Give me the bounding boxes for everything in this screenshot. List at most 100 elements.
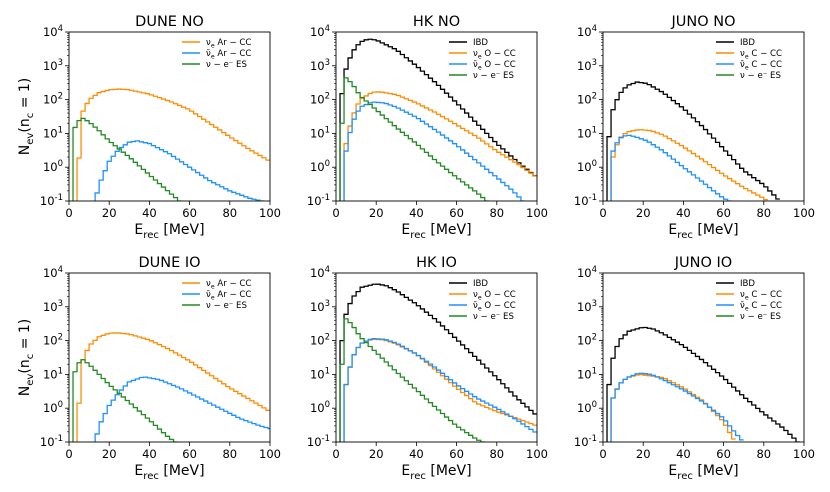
legend-entry-ibd: IBD <box>740 38 755 48</box>
series-group <box>606 81 780 201</box>
x-tick-label: 80 <box>222 206 237 220</box>
series-group <box>72 88 270 201</box>
series-e-es-line <box>339 77 489 201</box>
y-tick-label: 104 <box>43 265 63 280</box>
y-tick-label: 104 <box>577 265 597 280</box>
panel-title: DUNE IO <box>138 255 200 271</box>
series-e-ar-cc-line <box>94 376 270 442</box>
plot-frame <box>335 31 538 202</box>
y-tick-label: 102 <box>577 92 597 107</box>
y-tick-label: 10-1 <box>40 193 63 208</box>
legend-entry-e-c-cc: νe​ C − CC <box>740 49 782 60</box>
x-tick-label: 0 <box>65 447 72 461</box>
series-e-es-line <box>339 318 485 442</box>
series-e-c-cc-line <box>610 129 768 201</box>
series-e-es-line <box>72 117 182 201</box>
series-ibd-line <box>606 81 780 201</box>
legend-entry-e-o-cc: νe​ O − CC <box>473 290 516 301</box>
x-tick-label: 100 <box>526 447 548 461</box>
x-tick-label: 60 <box>716 206 731 220</box>
y-tick-label: 10-1 <box>307 193 330 208</box>
y-tick-label: 104 <box>577 24 597 39</box>
y-tick-label: 103 <box>310 299 330 314</box>
series-e-o-cc-line <box>343 338 537 442</box>
x-tick-label: 100 <box>526 206 548 220</box>
legend-entry-e-es: ν − e⁻ ES <box>740 71 781 81</box>
y-tick-label: 102 <box>43 92 63 107</box>
panel-juno-io: JUNO IO 0 20 40 60 80 100 10-1 100 101 102 103 104 Er… <box>574 255 815 482</box>
x-tick-label: 60 <box>182 206 197 220</box>
panel-dune-no: DUNE NO 0 20 40 60 80 100 10-1 100 101 102 103 104 Er… <box>17 14 281 241</box>
y-tick-label: 103 <box>43 299 63 314</box>
y-tick-label: 100 <box>577 400 597 415</box>
y-tick-label: 103 <box>577 58 597 73</box>
x-tick-label: 40 <box>409 447 424 461</box>
x-tick-label: 0 <box>599 206 606 220</box>
series-e-c-cc-line <box>610 372 744 442</box>
series-e-o-cc-line <box>343 338 537 442</box>
x-tick-label: 80 <box>756 206 771 220</box>
plot-frame <box>602 31 805 202</box>
y-tick-label: 100 <box>310 159 330 174</box>
legend-entry-e-es: ν − e⁻ ES <box>473 71 514 81</box>
x-tick-label: 20 <box>636 206 651 220</box>
panel-title: DUNE NO <box>135 14 204 30</box>
panel-title: JUNO IO <box>674 255 732 271</box>
x-tick-label: 100 <box>793 447 815 461</box>
y-tick-label: 100 <box>310 400 330 415</box>
y-tick-label: 10-1 <box>40 434 63 449</box>
x-tick-label: 60 <box>449 206 464 220</box>
legend-entry-ibd: IBD <box>740 279 755 289</box>
panel-dune-io: DUNE IO 0 20 40 60 80 100 10-1 100 101 102 103 104 Er… <box>17 255 281 482</box>
x-tick-label: 40 <box>142 447 157 461</box>
legend-entry-e-es: ν − e⁻ ES <box>206 301 247 311</box>
series-e-c-cc-line <box>610 134 732 201</box>
legend-entry-e-c-cc: ν̄e​ C − CC <box>740 301 782 312</box>
y-tick-label: 103 <box>577 299 597 314</box>
plot-frame <box>68 31 271 202</box>
series-e-ar-cc-line <box>76 88 270 201</box>
y-tick-label: 100 <box>577 159 597 174</box>
series-group <box>339 283 537 442</box>
x-tick-label: 40 <box>142 206 157 220</box>
x-tick-label: 80 <box>222 447 237 461</box>
y-tick-label: 100 <box>43 159 63 174</box>
y-tick-label: 102 <box>310 333 330 348</box>
x-axis-label: Erec​ [MeV] <box>134 463 204 482</box>
x-tick-label: 80 <box>489 447 504 461</box>
legend-entry-e-ar-cc: νe​ Ar − CC <box>206 279 251 290</box>
y-tick-label: 102 <box>577 333 597 348</box>
legend-entry-e-es: ν − e⁻ ES <box>206 60 247 70</box>
x-tick-label: 20 <box>369 447 384 461</box>
series-e-ar-cc-line <box>94 140 264 201</box>
x-tick-label: 20 <box>636 447 651 461</box>
y-tick-label: 101 <box>577 366 597 381</box>
x-tick-label: 100 <box>793 206 815 220</box>
legend-entry-e-ar-cc: ν̄e​ Ar − CC <box>206 290 251 301</box>
legend-entry-e-o-cc: ν̄e​ O − CC <box>473 60 516 71</box>
series-e-ar-cc-line <box>76 332 270 442</box>
legend-entry-e-o-cc: ν̄e​ O − CC <box>473 301 516 312</box>
x-axis-label: Erec​ [MeV] <box>668 463 738 482</box>
series-group <box>606 326 800 442</box>
y-tick-label: 103 <box>310 58 330 73</box>
y-tick-label: 104 <box>310 265 330 280</box>
panel-hk-io: HK IO 0 20 40 60 80 100 10-1 100 101 102 103 104 Erec… <box>307 255 548 482</box>
panel-title: HK NO <box>413 14 460 30</box>
panel-juno-no: JUNO NO 0 20 40 60 80 100 10-1 100 101 102 103 104 Er… <box>574 14 815 241</box>
legend-entry-ibd: IBD <box>473 279 488 289</box>
series-group <box>339 38 537 201</box>
x-tick-label: 80 <box>489 206 504 220</box>
x-tick-label: 60 <box>716 447 731 461</box>
y-tick-label: 10-1 <box>574 193 597 208</box>
plot-frame <box>68 272 271 443</box>
y-tick-label: 101 <box>43 125 63 140</box>
y-tick-label: 104 <box>43 24 63 39</box>
x-tick-label: 0 <box>332 206 339 220</box>
x-tick-label: 20 <box>102 447 117 461</box>
y-tick-label: 101 <box>310 125 330 140</box>
series-ibd-line <box>606 326 800 442</box>
x-axis-label: Erec​ [MeV] <box>134 222 204 241</box>
